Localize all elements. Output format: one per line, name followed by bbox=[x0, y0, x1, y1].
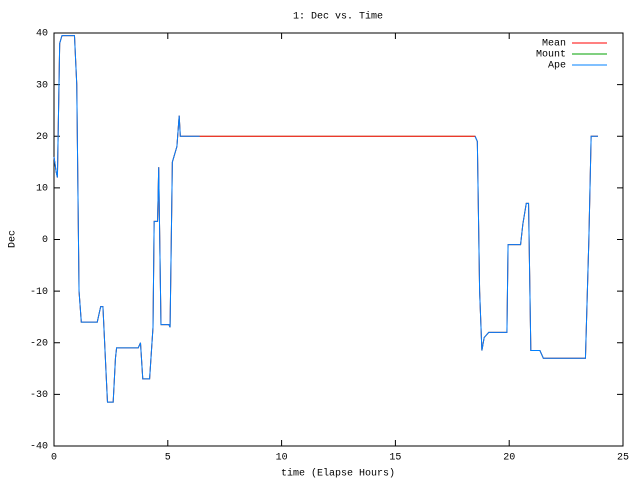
y-tick-label: 40 bbox=[36, 29, 48, 40]
x-tick-label: 5 bbox=[165, 453, 171, 464]
y-tick-label: 0 bbox=[42, 235, 48, 246]
y-tick-label: -20 bbox=[30, 338, 48, 349]
legend-label: Mount bbox=[536, 50, 566, 61]
y-tick-label: 10 bbox=[36, 184, 48, 195]
y-tick-label: -10 bbox=[30, 287, 48, 298]
legend-label: Mean bbox=[542, 39, 566, 50]
y-tick-label: -30 bbox=[30, 390, 48, 401]
legend-label: Ape bbox=[548, 61, 566, 72]
x-tick-label: 20 bbox=[503, 453, 515, 464]
y-axis-label: Dec bbox=[8, 230, 19, 248]
x-tick-label: 25 bbox=[617, 453, 629, 464]
x-tick-label: 0 bbox=[51, 453, 57, 464]
y-tick-label: 20 bbox=[36, 132, 48, 143]
series-line bbox=[53, 35, 598, 403]
chart-title: 1: Dec vs. Time bbox=[293, 11, 383, 23]
x-axis-label: time (Elapse Hours) bbox=[281, 468, 395, 480]
y-tick-label: 30 bbox=[36, 80, 48, 91]
x-tick-label: 10 bbox=[276, 453, 288, 464]
y-tick-label: -40 bbox=[30, 442, 48, 453]
x-tick-label: 15 bbox=[389, 453, 401, 464]
